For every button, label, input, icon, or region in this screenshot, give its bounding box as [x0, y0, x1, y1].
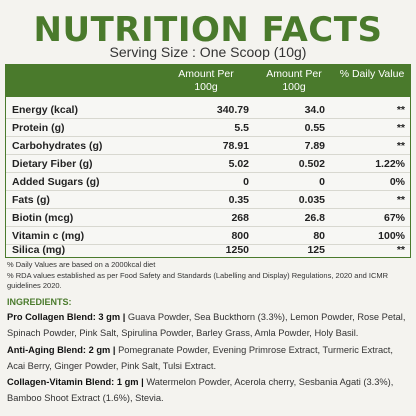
row-per-100g: 268	[231, 212, 249, 224]
row-per-100g: 5.5	[234, 122, 249, 134]
row-per-100g: 0	[243, 176, 249, 188]
row-daily-value: **	[396, 244, 405, 256]
row-per-scoop: 0	[319, 176, 325, 188]
row-label: Carbohydrates (g)	[12, 140, 103, 152]
row-label: Biotin (mcg)	[12, 212, 74, 224]
table-row: Protein (g) 5.5 0.55 **	[6, 119, 410, 137]
row-label: Fats (g)	[12, 194, 50, 206]
row-daily-value: **	[396, 140, 405, 152]
row-per-100g: 340.79	[216, 104, 249, 116]
blend-ingredients: Guava Powder, Sea Buckthorn (3.3%), Lemo…	[7, 312, 406, 338]
blend-name: Anti-Aging Blend: 2 gm |	[7, 345, 116, 355]
row-per-scoop: 0.502	[298, 158, 325, 170]
table-row: Vitamin c (mg) 800 80 100%	[6, 227, 410, 245]
row-per-100g: 5.02	[228, 158, 249, 170]
ingredient-blend: Pro Collagen Blend: 3 gm | Guava Powder,…	[7, 309, 411, 341]
table-row: Carbohydrates (g) 78.91 7.89 **	[6, 137, 410, 155]
row-label: Added Sugars (g)	[12, 176, 100, 188]
row-label: Silica (mg)	[12, 244, 66, 256]
row-label: Protein (g)	[12, 122, 65, 134]
table-header: Amount Per 100g Amount Per 100g % Daily …	[6, 65, 410, 97]
footnote-rda: % RDA values established as per Food Saf…	[7, 270, 389, 291]
table-row: Biotin (mcg) 268 26.8 67%	[6, 209, 410, 227]
ingredients-heading: INGREDIENTS:	[7, 297, 72, 307]
header-daily-value: % Daily Value	[339, 68, 405, 80]
row-per-scoop: 34.0	[304, 104, 325, 116]
nutrition-table: Amount Per 100g Amount Per 100g % Daily …	[5, 64, 411, 258]
table-row: Added Sugars (g) 0 0 0%	[6, 173, 410, 191]
row-daily-value: **	[396, 122, 405, 134]
blend-ingredients: Watermelon Powder, Acerola cherry, Sesba…	[7, 377, 394, 403]
footnote-daily-value: % Daily Values are based on a 2000kcal d…	[7, 260, 156, 269]
row-daily-value: 1.22%	[375, 158, 405, 170]
row-per-scoop: 80	[313, 230, 325, 242]
nutrition-facts-title: NUTRITION FACTS	[33, 10, 383, 50]
row-daily-value: 0%	[389, 176, 405, 188]
blend-name: Pro Collagen Blend: 3 gm |	[7, 312, 126, 322]
serving-size: Serving Size : One Scoop (10g)	[109, 44, 307, 60]
row-daily-value: 67%	[383, 212, 405, 224]
row-per-scoop: 0.035	[298, 194, 325, 206]
table-row: Dietary Fiber (g) 5.02 0.502 1.22%	[6, 155, 410, 173]
footnotes: % Daily Values are based on a 2000kcal d…	[7, 260, 411, 292]
ingredient-blend: Collagen-Vitamin Blend: 1 gm | Watermelo…	[7, 374, 411, 406]
table-row: Energy (kcal) 340.79 34.0 **	[6, 101, 410, 119]
row-per-100g: 1250	[225, 244, 249, 256]
row-daily-value: **	[396, 194, 405, 206]
header-amount-per-100g-2: Amount Per 100g	[266, 68, 322, 93]
row-per-100g: 78.91	[222, 140, 249, 152]
blend-name: Collagen-Vitamin Blend: 1 gm |	[7, 377, 144, 387]
row-per-scoop: 0.55	[304, 122, 325, 134]
row-label: Dietary Fiber (g)	[12, 158, 93, 170]
row-daily-value: **	[396, 104, 405, 116]
row-per-scoop: 7.89	[304, 140, 325, 152]
row-per-100g: 0.35	[228, 194, 249, 206]
row-label: Energy (kcal)	[12, 104, 78, 116]
row-daily-value: 100%	[378, 230, 405, 242]
row-per-100g: 800	[231, 230, 249, 242]
table-row: Silica (mg) 1250 125 **	[6, 241, 410, 259]
header-amount-per-100g: Amount Per 100g	[178, 68, 234, 93]
ingredient-blend: Anti-Aging Blend: 2 gm | Pomegranate Pow…	[7, 342, 411, 374]
blend-ingredients: Pomegranate Powder, Evening Primrose Ext…	[7, 345, 393, 371]
table-row: Fats (g) 0.35 0.035 **	[6, 191, 410, 209]
row-label: Vitamin c (mg)	[12, 230, 85, 242]
row-per-scoop: 26.8	[304, 212, 325, 224]
row-per-scoop: 125	[307, 244, 325, 256]
